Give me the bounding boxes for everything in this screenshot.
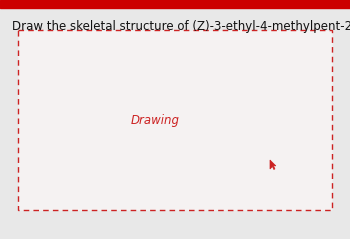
Text: Draw the skeletal structure of (Z)-3-ethyl-4-methylpent-2-ene.: Draw the skeletal structure of (Z)-3-eth… — [12, 20, 350, 33]
Text: Drawing: Drawing — [131, 114, 180, 126]
Bar — [0, 0, 350, 8]
Polygon shape — [270, 160, 276, 169]
Bar — [18, 30, 332, 210]
